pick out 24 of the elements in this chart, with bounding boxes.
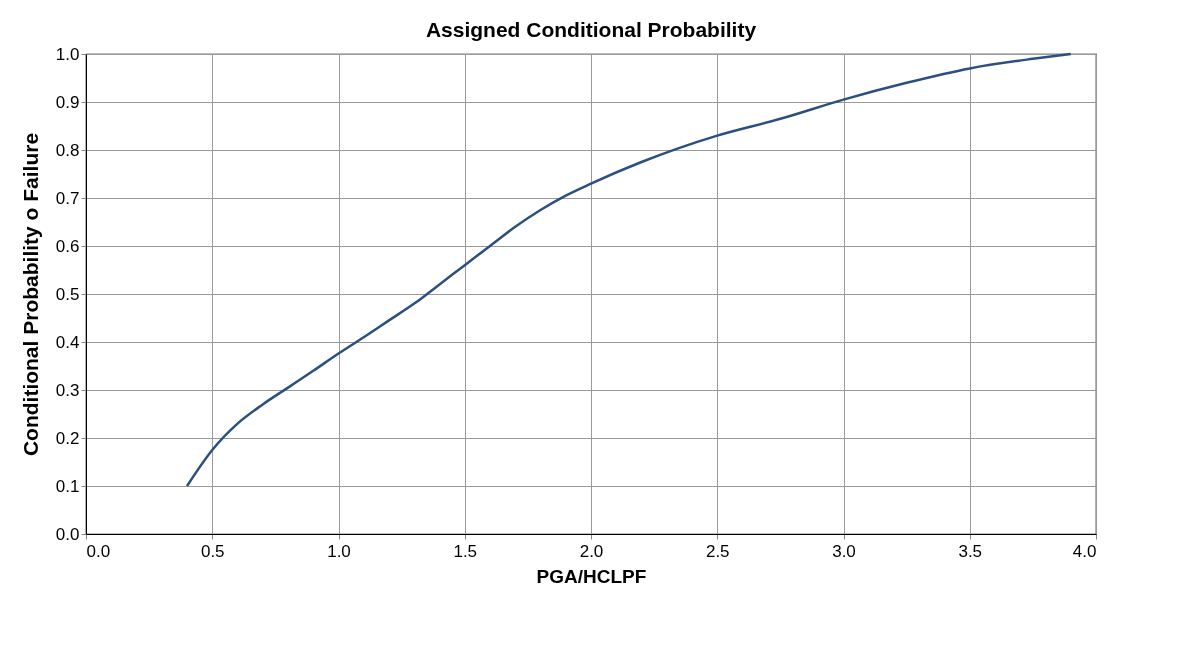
y-axis-title: Conditional Probability o Failure: [18, 132, 42, 457]
y-tick-label: 1.0: [55, 44, 80, 64]
x-tick-label: 0.5: [200, 541, 225, 561]
x-tick-label: 3.0: [832, 541, 856, 561]
x-tick-label: 0.0: [86, 541, 111, 561]
x-tick-label: 1.5: [453, 541, 478, 561]
x-axis-title: PGA/HCLPF: [536, 565, 647, 587]
x-tick-label: 3.5: [958, 541, 983, 561]
y-tick-label: 0.3: [55, 380, 80, 400]
line-series: [185, 52, 1072, 488]
x-tick-label: 2.5: [705, 541, 730, 561]
y-tick-label: 0.9: [55, 92, 80, 112]
x-tick-label: 1.0: [327, 541, 351, 561]
y-tick-label: 0.5: [55, 284, 80, 304]
x-tick-label: 4.0: [1072, 541, 1097, 561]
y-tick-label: 0.4: [55, 332, 80, 352]
chart-title: Assigned Conditional Probability: [425, 18, 757, 41]
y-tick-label: 0.8: [55, 140, 80, 160]
y-tick-label: 0.7: [55, 188, 80, 208]
y-tick-label: 0.0: [55, 524, 80, 544]
y-tick-label: 0.6: [55, 236, 80, 256]
y-tick-label: 0.1: [55, 476, 80, 496]
x-tick-label: 2.0: [579, 541, 604, 561]
y-tick-label: 0.2: [55, 428, 80, 448]
